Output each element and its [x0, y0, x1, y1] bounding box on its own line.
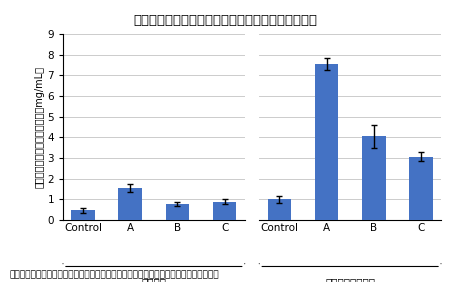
Bar: [315, 64, 338, 220]
Y-axis label: 培養上清中のヒアルロン酸量（mg/mL）: 培養上清中のヒアルロン酸量（mg/mL）: [35, 66, 45, 188]
Bar: [166, 204, 189, 220]
Bar: [362, 136, 386, 220]
Text: 高密度三次元培養下において各被験物質で顕著にヒアルロン酸産生能が向上している。: 高密度三次元培養下において各被験物質で顕著にヒアルロン酸産生能が向上している。: [9, 270, 219, 279]
Text: 高密度三次元培養: 高密度三次元培養: [325, 278, 375, 282]
Text: 平面培養: 平面培養: [141, 278, 166, 282]
Bar: [118, 188, 142, 220]
Bar: [213, 202, 236, 220]
Text: 各培養系における軟骨細胞からのヒアルロン酸産生: 各培養系における軟骨細胞からのヒアルロン酸産生: [133, 14, 317, 27]
Bar: [268, 199, 291, 220]
Bar: [71, 210, 95, 220]
Bar: [409, 157, 433, 220]
